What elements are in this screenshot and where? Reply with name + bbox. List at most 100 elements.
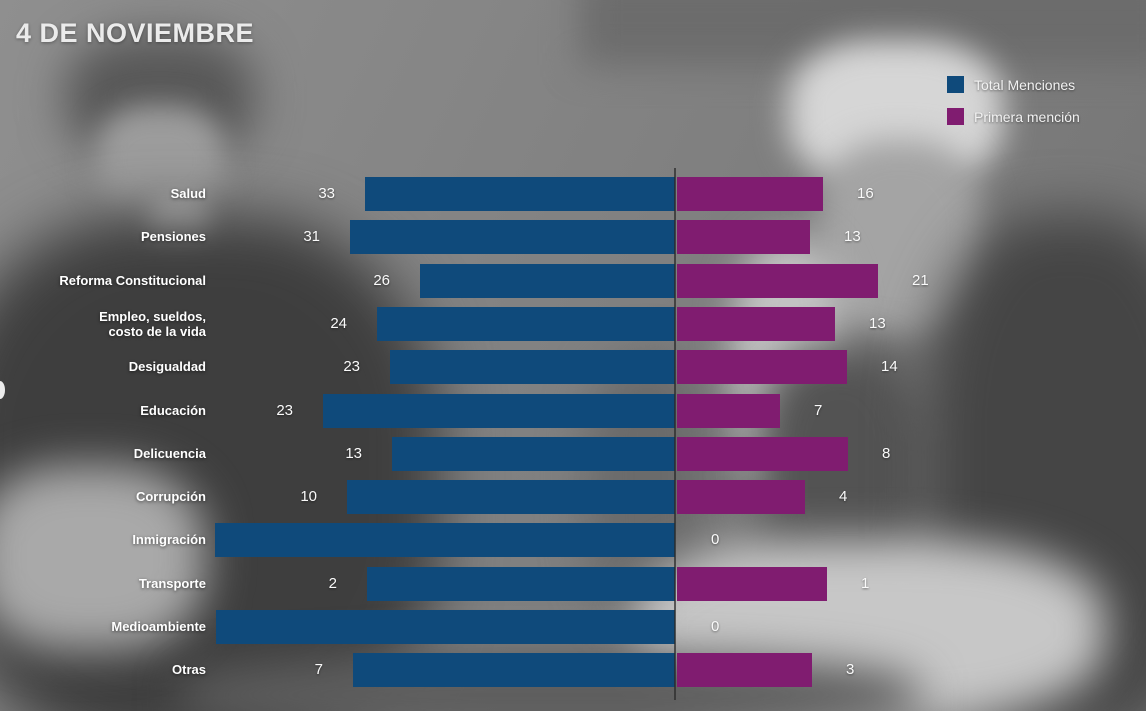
primera-mencion-swatch — [947, 108, 964, 125]
total-menciones-bar — [367, 567, 675, 601]
right-value-label: 8 — [882, 445, 891, 462]
primera-mencion-bar — [677, 437, 848, 471]
chart-row: Otras 7 3 — [0, 653, 1146, 687]
right-zone: 13 — [677, 220, 1146, 254]
primera-mencion-bar — [677, 177, 823, 211]
chart-row: Transporte 2 1 — [0, 567, 1146, 601]
chart-row: Inmigración 0 — [0, 523, 1146, 557]
total-menciones-bar — [323, 394, 675, 428]
left-zone: 2 — [206, 567, 675, 601]
right-value-label: 7 — [814, 402, 823, 419]
chart-row: Desigualdad 23 14 — [0, 350, 1146, 384]
left-value-label: 23 — [343, 358, 360, 375]
right-zone: 4 — [677, 480, 1146, 514]
right-value-label: 0 — [711, 618, 720, 635]
right-zone: 0 — [677, 610, 1146, 644]
right-zone: 0 — [677, 523, 1146, 557]
left-zone: 24 — [206, 307, 675, 341]
left-zone: 13 — [206, 437, 675, 471]
right-zone: 13 — [677, 307, 1146, 341]
primera-mencion-bar — [677, 307, 835, 341]
category-label: Delicuencia — [133, 446, 206, 462]
left-value-label: 7 — [314, 661, 323, 678]
left-value-label: 2 — [328, 575, 337, 592]
category-label: Medioambiente — [111, 619, 206, 635]
primera-mencion-bar — [677, 220, 810, 254]
page-title: 4 DE NOVIEMBRE — [16, 18, 255, 48]
right-value-label: 14 — [881, 358, 898, 375]
left-zone: 10 — [206, 480, 675, 514]
right-value-label: 4 — [839, 488, 848, 505]
chart-row: Delicuencia 13 8 — [0, 437, 1146, 471]
category-label: Transporte — [138, 576, 206, 592]
total-menciones-bar — [365, 177, 675, 211]
right-zone: 21 — [677, 264, 1146, 298]
left-value-label: 13 — [345, 445, 362, 462]
left-zone — [206, 610, 675, 644]
category-label: Otras — [172, 662, 206, 678]
right-value-label: 13 — [869, 315, 886, 332]
photo-background-shape — [95, 105, 225, 215]
right-zone: 1 — [677, 567, 1146, 601]
left-zone: 31 — [206, 220, 675, 254]
left-value-label: 23 — [276, 402, 293, 419]
category-label: Inmigración — [132, 532, 206, 548]
legend-item-total-menciones: Total Menciones — [947, 76, 1080, 93]
right-value-label: 21 — [912, 272, 929, 289]
primera-mencion-bar — [677, 480, 805, 514]
category-label: Pensiones — [140, 229, 206, 245]
chart-row: Corrupción 10 4 — [0, 480, 1146, 514]
total-menciones-bar — [353, 653, 675, 687]
left-value-label: 31 — [303, 228, 320, 245]
primera-mencion-bar — [677, 264, 878, 298]
primera-mencion-bar — [677, 653, 812, 687]
category-label: Salud — [170, 186, 206, 202]
category-label: Educación — [140, 403, 206, 419]
category-label: Empleo, sueldos, costo de la vida — [99, 308, 206, 339]
total-menciones-bar — [215, 523, 675, 557]
total-menciones-bar — [392, 437, 675, 471]
right-zone: 14 — [677, 350, 1146, 384]
chart-row: Salud 33 16 — [0, 177, 1146, 211]
chart-row: Empleo, sueldos, costo de la vida 24 13 — [0, 307, 1146, 341]
right-value-label: 0 — [711, 531, 720, 548]
right-zone: 16 — [677, 177, 1146, 211]
category-label: Reforma Constitucional — [59, 273, 206, 289]
right-zone: 3 — [677, 653, 1146, 687]
legend-item-primera-mencion: Primera mención — [947, 108, 1080, 125]
center-axis-line — [674, 168, 676, 700]
total-menciones-bar — [216, 610, 675, 644]
total-menciones-bar — [390, 350, 675, 384]
legend-label: Total Menciones — [974, 76, 1076, 93]
legend-label: Primera mención — [974, 108, 1080, 125]
left-zone: 33 — [206, 177, 675, 211]
left-zone: 26 — [206, 264, 675, 298]
category-label: Corrupción — [135, 489, 206, 505]
right-zone: 8 — [677, 437, 1146, 471]
primera-mencion-bar — [677, 394, 780, 428]
chart-row: Medioambiente 0 — [0, 610, 1146, 644]
chart-row: Pensiones 31 13 — [0, 220, 1146, 254]
left-edge-decoration — [0, 381, 5, 399]
total-menciones-bar — [350, 220, 675, 254]
right-value-label: 13 — [844, 228, 861, 245]
right-value-label: 3 — [846, 661, 855, 678]
right-value-label: 1 — [861, 575, 870, 592]
total-menciones-bar — [420, 264, 675, 298]
left-value-label: 24 — [330, 315, 347, 332]
chart-row: Educación 23 7 — [0, 394, 1146, 428]
left-value-label: 10 — [300, 488, 317, 505]
primera-mencion-bar — [677, 567, 827, 601]
left-zone: 23 — [206, 350, 675, 384]
photo-background-shape — [0, 465, 205, 650]
category-label: Desigualdad — [128, 359, 206, 375]
right-zone: 7 — [677, 394, 1146, 428]
left-zone: 23 — [206, 394, 675, 428]
total-menciones-bar — [377, 307, 675, 341]
total-menciones-swatch — [947, 76, 964, 93]
primera-mencion-bar — [677, 350, 847, 384]
left-value-label: 33 — [318, 185, 335, 202]
left-zone: 7 — [206, 653, 675, 687]
